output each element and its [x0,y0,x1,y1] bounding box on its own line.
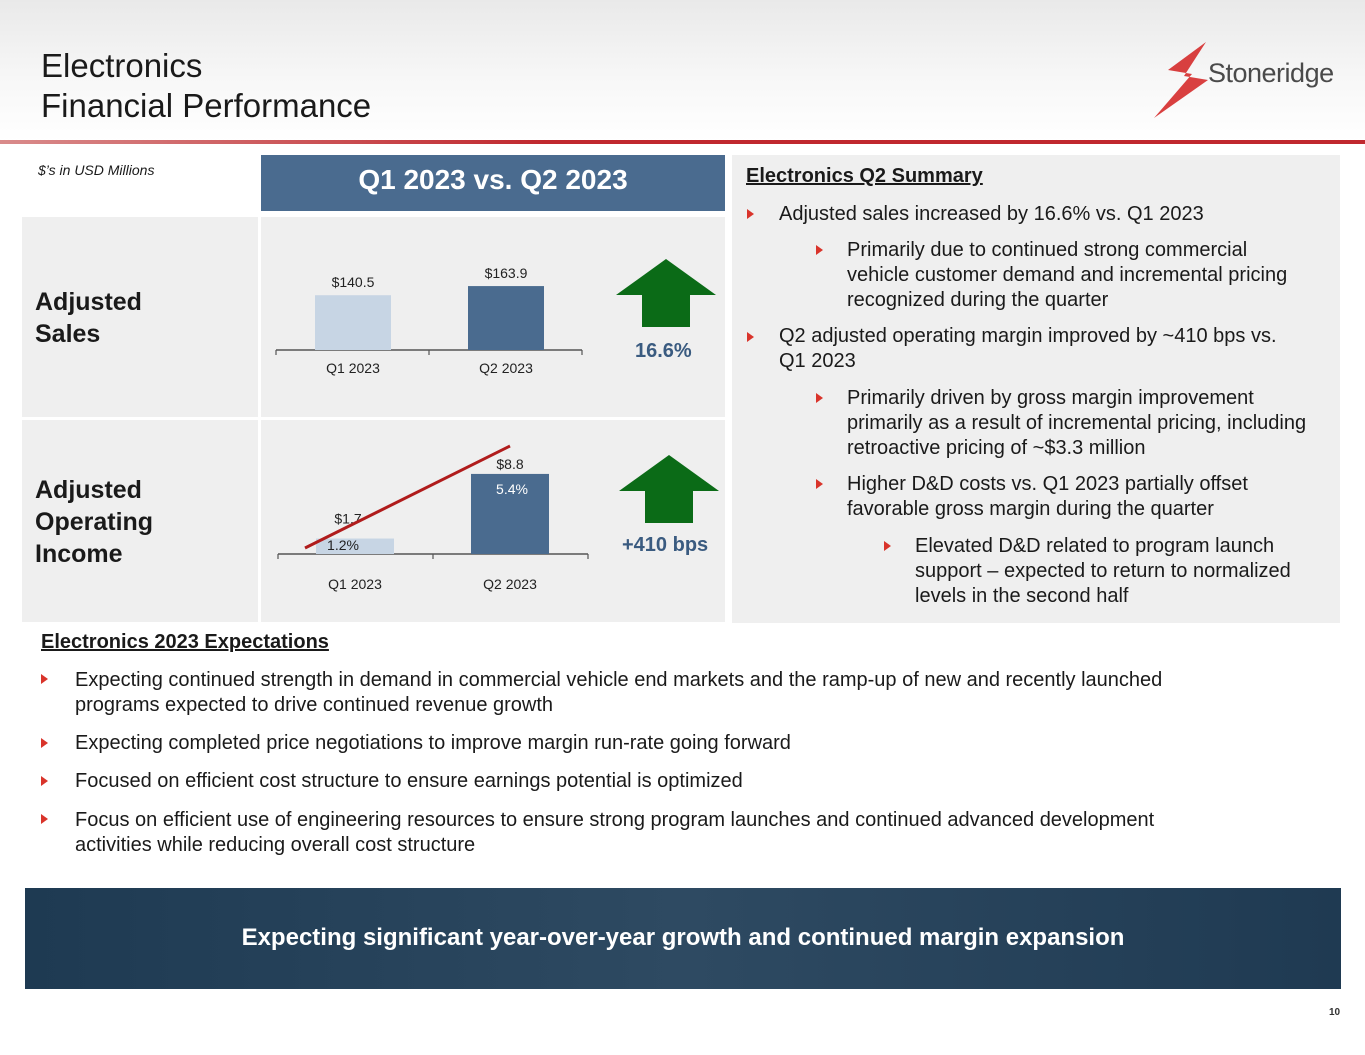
bar-value-label: $1.7 [334,511,361,527]
bullet-marker-icon [816,479,823,489]
banner-text: Expecting significant year-over-year gro… [241,924,1125,951]
bar-q2-2023 [468,286,544,350]
expectations-title: Electronics 2023 Expectations [41,631,329,653]
title-line-2: Financial Performance [41,87,372,124]
bullet-marker-icon [816,245,823,255]
opinc-label-cell [22,420,258,622]
bar-q1-2023 [315,295,391,350]
summary-bullet-1: Adjusted sales increased by 16.6% vs. Q1… [779,203,1204,225]
bullet-marker-icon [41,674,48,684]
opinc-change-value: +410 bps [622,534,709,556]
page-title: Electronics Financial Performance [41,46,371,126]
expectation-3: Focused on efficient cost structure to e… [75,770,743,792]
sales-bar-chart: $140.5 Q1 2023 $163.9 Q2 2023 [275,265,583,376]
sales-row-label: Adjusted Sales [35,288,142,348]
summary-bullet-2b: Higher D&D costs vs. Q1 2023 partially o… [847,473,1248,520]
margin-trend-line [304,444,511,550]
sales-change-value: 16.6% [635,340,692,362]
bar-q1-2023 [316,538,394,554]
bullet-marker-icon [816,393,823,403]
bullet-marker-icon [41,776,48,786]
bullet-marker-icon [884,541,891,551]
header-band [0,0,1365,142]
margin-label: 5.4% [496,481,528,497]
x-tick-label: Q1 2023 [326,360,380,376]
bottom-banner: Expecting significant year-over-year gro… [25,888,1341,989]
summary-bullet-2: Q2 adjusted operating margin improved by… [779,325,1277,372]
bullet-marker-icon [747,209,754,219]
q2-summary-panel: Electronics Q2 Summary Adjusted sales in… [732,155,1340,623]
logo-text: Stoneridge [1208,58,1334,88]
margin-label: 1.2% [327,537,359,553]
x-tick-label: Q2 2023 [483,576,537,592]
page-number: 10 [1329,1007,1341,1018]
bar-value-label: $163.9 [485,265,528,281]
expectation-2: Expecting completed price negotiations t… [75,732,791,754]
stoneridge-logo: Stoneridge [1148,40,1334,120]
bar-q2-2023 [471,473,549,554]
sales-label-cell [22,217,258,417]
header-divider [0,140,1365,144]
expectation-1: Expecting continued strength in demand i… [75,669,1163,716]
units-note: $’s in USD Millions [38,162,155,178]
opinc-bar-chart: Q1 2023 Q2 2023 $1.7 $8.8 1.2% 5.4% [277,444,589,592]
bar-value-label: $140.5 [332,274,375,290]
bullet-marker-icon [41,814,48,824]
bar-value-label: $8.8 [496,456,523,472]
bullet-marker-icon [41,738,48,748]
summary-bullet-2a: Primarily driven by gross margin improve… [847,387,1307,459]
comparison-header: Q1 2023 vs. Q2 2023 [261,155,725,211]
x-tick-label: Q1 2023 [328,576,382,592]
summary-bullet-1a: Primarily due to continued strong commer… [847,239,1288,311]
logo-swoosh-icon [1154,42,1208,118]
title-line-1: Electronics [41,47,203,84]
opinc-up-arrow-icon [619,455,719,523]
sales-up-arrow-icon [616,259,716,327]
summary-title: Electronics Q2 Summary [746,165,983,187]
opinc-row-label: Adjusted Operating Income [35,476,154,568]
x-tick-label: Q2 2023 [479,360,533,376]
expectation-4: Focus on efficient use of engineering re… [75,809,1155,856]
bullet-marker-icon [747,332,754,342]
summary-bullet-2b1: Elevated D&D related to program launch su… [915,535,1291,607]
